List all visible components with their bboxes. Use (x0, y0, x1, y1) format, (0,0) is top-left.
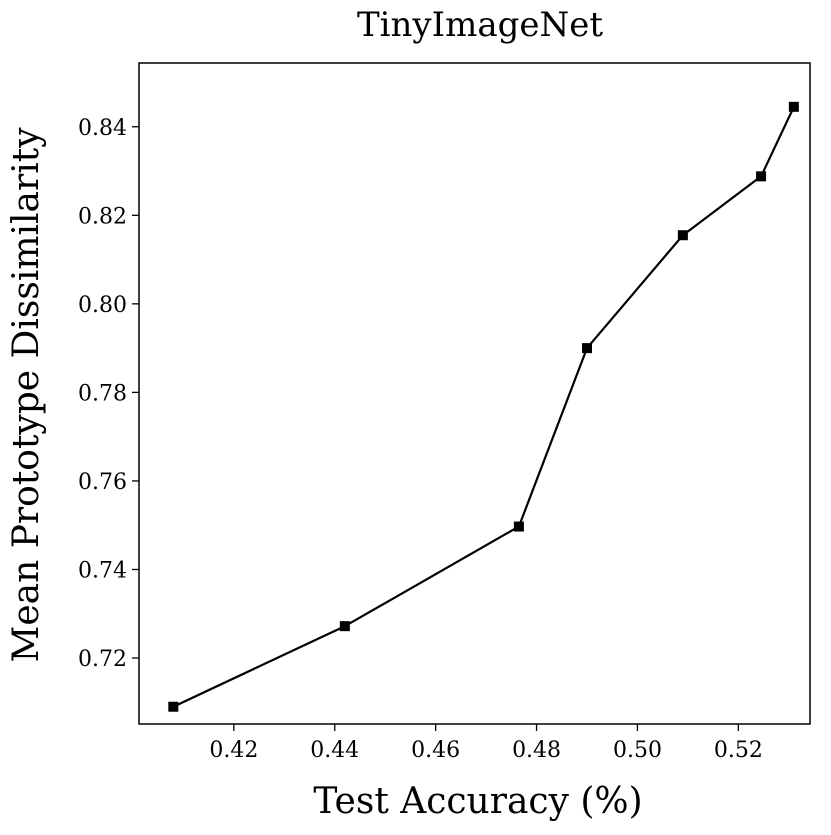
y-tick-label: 0.76 (78, 470, 127, 495)
data-point-marker (513, 521, 524, 532)
x-tick-label: 0.50 (613, 738, 662, 763)
y-axis: 0.72 0.74 0.76 0.78 0.80 0.82 0.84 (78, 116, 139, 672)
y-tick-label: 0.72 (78, 647, 127, 672)
data-point-marker (756, 171, 767, 182)
data-point-marker (339, 621, 350, 632)
y-tick-label: 0.84 (78, 116, 127, 141)
y-tick-label: 0.82 (78, 204, 127, 229)
series-layer (168, 101, 799, 712)
data-point-marker (582, 343, 593, 354)
plot-area-frame (138, 62, 811, 725)
x-tick-label: 0.44 (310, 738, 359, 763)
y-tick-label: 0.78 (78, 381, 127, 406)
x-tick-label: 0.48 (512, 738, 561, 763)
data-point-marker (677, 230, 688, 241)
x-tick-label: 0.52 (714, 738, 763, 763)
x-axis: 0.42 0.44 0.46 0.48 0.50 0.52 (209, 724, 763, 763)
y-axis-label: Mean Prototype Dissimilarity (6, 127, 47, 663)
data-point-marker (788, 101, 799, 112)
x-tick-label: 0.42 (209, 738, 258, 763)
series-line (172, 106, 795, 708)
data-point-marker (168, 701, 179, 712)
x-tick-label: 0.46 (411, 738, 460, 763)
chart-title: TinyImageNet (357, 5, 603, 45)
x-axis-label: Test Accuracy (%) (313, 781, 642, 822)
y-tick-label: 0.80 (78, 293, 127, 318)
y-tick-label: 0.74 (78, 558, 127, 583)
